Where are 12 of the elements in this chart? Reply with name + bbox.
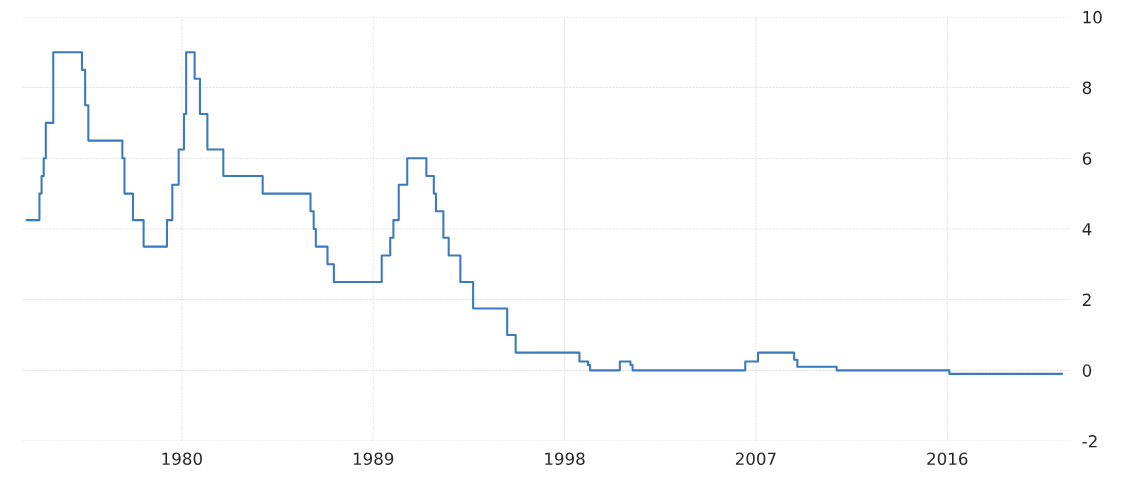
y-tick-label: 2 (1082, 293, 1091, 306)
x-tick-label: 1980 (162, 452, 202, 466)
y-tick-label: 6 (1082, 152, 1092, 165)
x-tick-label: 2016 (927, 452, 968, 466)
y-tick-label: 4 (1082, 223, 1092, 236)
y-tick-label: 0 (1082, 364, 1092, 377)
y-tick-label: 10 (1083, 10, 1102, 24)
x-tick-label: 2007 (735, 452, 776, 466)
x-tick-label: 1998 (545, 452, 585, 466)
y-tick-label: 8 (1082, 81, 1092, 95)
y-tick-label: -2 (1082, 434, 1097, 448)
x-tick-label: 1989 (353, 452, 394, 466)
